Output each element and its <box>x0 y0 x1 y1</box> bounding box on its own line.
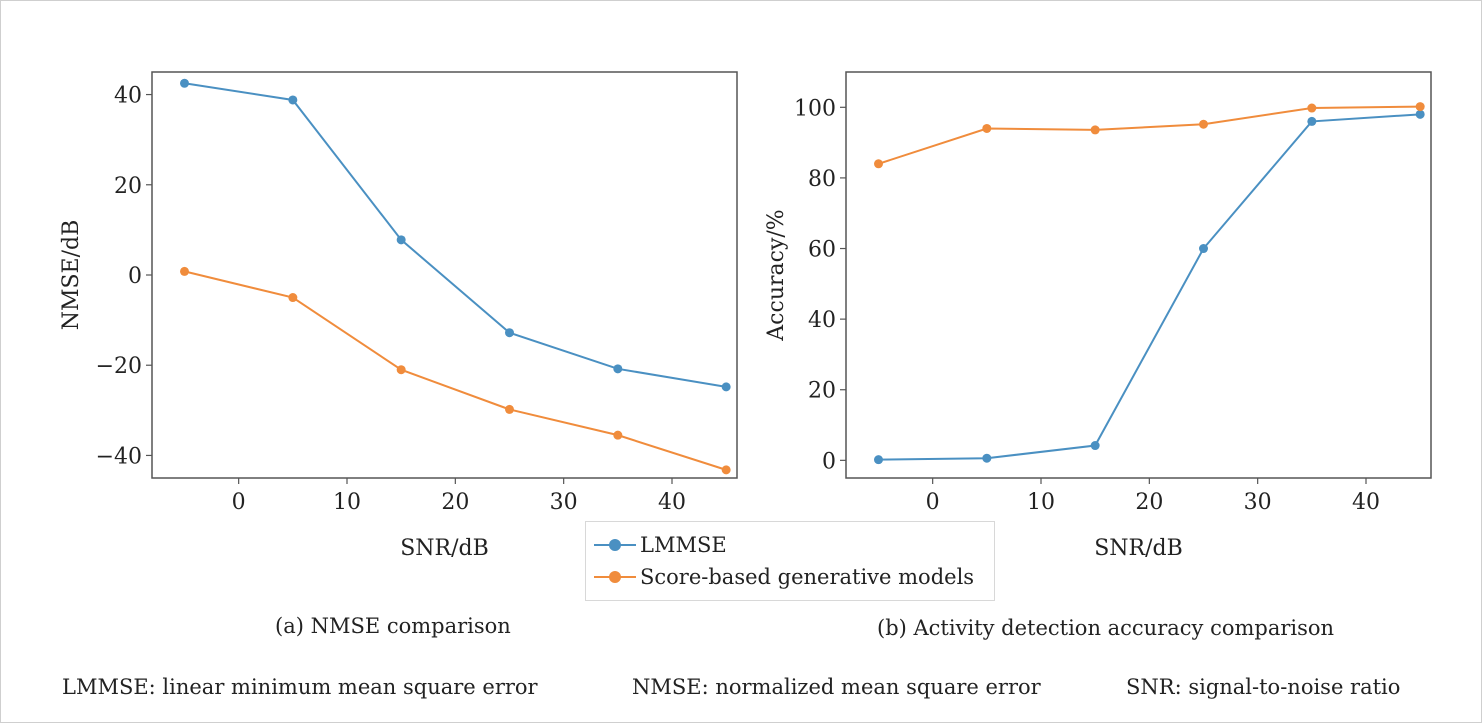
acc-point-lmmse <box>874 455 883 465</box>
nmse-xtick-label: 10 <box>333 490 361 515</box>
nmse-ytick-label: 40 <box>114 84 142 109</box>
acc-point-lmmse <box>1090 441 1100 451</box>
nmse-series-line-lmmse <box>184 82 727 388</box>
acc-series-line-score <box>878 105 1421 165</box>
acc-xtick-label: 10 <box>1027 490 1055 515</box>
nmse-point-score <box>721 465 731 475</box>
chart-nmse: 0 10 20 30 40 −40 −20 0 20 40 SNR/dB NMSE/dB <box>59 71 738 561</box>
nmse-point-lmmse <box>505 328 514 338</box>
legend-label-lmmse: LMMSE <box>640 533 727 557</box>
legend-item-score: Score-based generative models <box>586 562 994 592</box>
acc-point-score <box>1199 119 1208 129</box>
legend-item-lmmse: LMMSE <box>586 530 994 560</box>
acc-xtick-label: 0 <box>926 490 940 515</box>
acc-ytick-label: 20 <box>808 379 836 404</box>
acc-ytick-label: 80 <box>808 167 836 192</box>
nmse-point-score <box>288 293 298 303</box>
legend-label-score: Score-based generative models <box>640 565 975 589</box>
legend-marker-score <box>609 571 621 583</box>
nmse-y-axis-label: NMSE/dB <box>59 220 84 331</box>
footnote-nmse: NMSE: normalized mean square error <box>632 675 1041 699</box>
nmse-point-score <box>505 404 514 414</box>
acc-y-axis-label: Accuracy/% <box>764 209 789 341</box>
nmse-series-line-score <box>184 270 727 471</box>
acc-ytick-label: 60 <box>808 238 836 263</box>
nmse-ytick-label: −40 <box>96 444 142 469</box>
nmse-xtick-label: 0 <box>232 490 246 515</box>
acc-point-score <box>1090 125 1100 135</box>
caption-a: (a) NMSE comparison <box>275 614 511 638</box>
acc-point-lmmse <box>1307 116 1317 126</box>
nmse-x-axis-label: SNR/dB <box>400 536 489 561</box>
nmse-xtick-label: 20 <box>441 490 469 515</box>
acc-ytick-label: 0 <box>822 449 836 474</box>
acc-point-lmmse <box>982 453 992 463</box>
nmse-point-lmmse <box>396 235 406 245</box>
acc-series-line-lmmse <box>878 113 1421 461</box>
nmse-ytick-label: 20 <box>114 174 142 199</box>
acc-xtick-label: 30 <box>1244 490 1272 515</box>
acc-point-score <box>982 123 992 133</box>
nmse-plot-frame <box>151 71 738 479</box>
nmse-point-score <box>180 266 189 276</box>
nmse-point-score <box>396 365 406 375</box>
footnote-lmmse: LMMSE: linear minimum mean square error <box>62 675 538 699</box>
acc-ytick-label: 40 <box>808 308 836 333</box>
acc-xtick-label: 20 <box>1135 490 1163 515</box>
acc-point-lmmse <box>1199 244 1208 254</box>
acc-point-score <box>874 159 883 169</box>
acc-point-lmmse <box>1415 109 1425 119</box>
nmse-point-lmmse <box>613 364 623 374</box>
nmse-ytick-label: 0 <box>128 264 142 289</box>
nmse-point-lmmse <box>721 382 731 392</box>
legend-marker-lmmse <box>609 539 621 551</box>
nmse-xtick-label: 30 <box>550 490 578 515</box>
caption-b: (b) Activity detection accuracy comparis… <box>877 616 1335 640</box>
acc-point-score <box>1307 103 1317 113</box>
acc-xtick-label: 40 <box>1352 490 1380 515</box>
nmse-point-lmmse <box>180 78 189 88</box>
footnote-snr: SNR: signal-to-noise ratio <box>1126 675 1401 699</box>
nmse-xtick-label: 40 <box>658 490 686 515</box>
nmse-point-score <box>613 430 623 440</box>
legend: LMMSE Score-based generative models <box>585 521 995 601</box>
nmse-point-lmmse <box>288 95 298 105</box>
acc-plot-frame <box>845 71 1432 479</box>
acc-ytick-label: 100 <box>794 96 836 121</box>
acc-point-score <box>1415 102 1425 112</box>
acc-x-axis-label: SNR/dB <box>1094 536 1183 561</box>
chart-accuracy: 0 10 20 30 40 0 20 40 60 80 100 SNR/dB Accuracy/% <box>764 71 1432 561</box>
nmse-ytick-label: −20 <box>96 354 142 379</box>
